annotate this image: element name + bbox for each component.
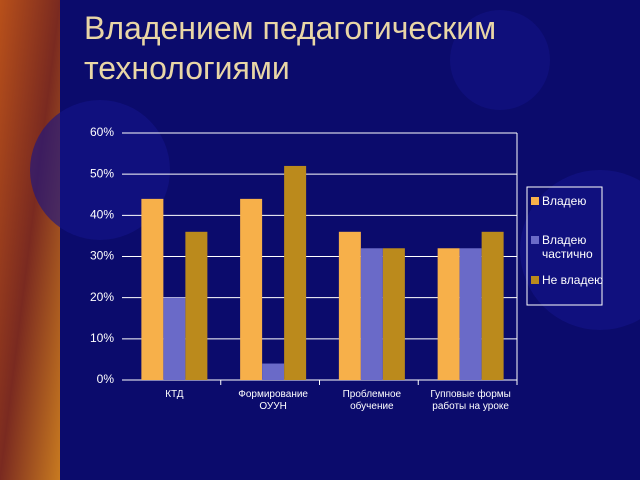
x-tick-label: КТД xyxy=(165,389,184,400)
x-tick-label: Проблемное обучение xyxy=(342,389,402,412)
legend-label: Не владею xyxy=(542,273,604,287)
y-tick-label: 0% xyxy=(97,372,115,386)
legend-label: Владею частично xyxy=(542,233,593,261)
bar xyxy=(338,231,361,380)
bar xyxy=(185,231,208,380)
y-tick-label: 40% xyxy=(90,208,114,222)
bar xyxy=(284,165,307,380)
slide-title: Владением педагогическим технологиями xyxy=(84,10,497,86)
legend-swatch xyxy=(531,197,539,205)
bar xyxy=(459,248,482,380)
gear-decor xyxy=(450,10,550,110)
bar xyxy=(240,198,263,380)
legend-box xyxy=(526,186,603,306)
bar xyxy=(437,248,460,380)
y-tick-label: 10% xyxy=(90,331,114,345)
bar xyxy=(141,198,164,380)
y-tick-label: 50% xyxy=(90,166,114,180)
bar xyxy=(481,231,504,380)
gear-decor xyxy=(520,170,640,330)
decor-strip xyxy=(0,0,60,480)
bar xyxy=(382,248,405,380)
gear-decor xyxy=(30,100,170,240)
x-tick-label: Формирование ОУУН xyxy=(238,389,308,412)
y-tick-label: 60% xyxy=(90,125,114,139)
y-tick-label: 20% xyxy=(90,290,114,304)
legend-swatch xyxy=(531,276,539,284)
bar xyxy=(163,297,186,380)
bar xyxy=(360,248,383,380)
y-tick-label: 30% xyxy=(90,249,114,263)
legend-swatch xyxy=(531,236,539,244)
x-tick-label: Гупповые формы работы на уроке xyxy=(430,389,511,412)
bar xyxy=(262,363,285,380)
legend-label: Владею xyxy=(542,194,587,208)
